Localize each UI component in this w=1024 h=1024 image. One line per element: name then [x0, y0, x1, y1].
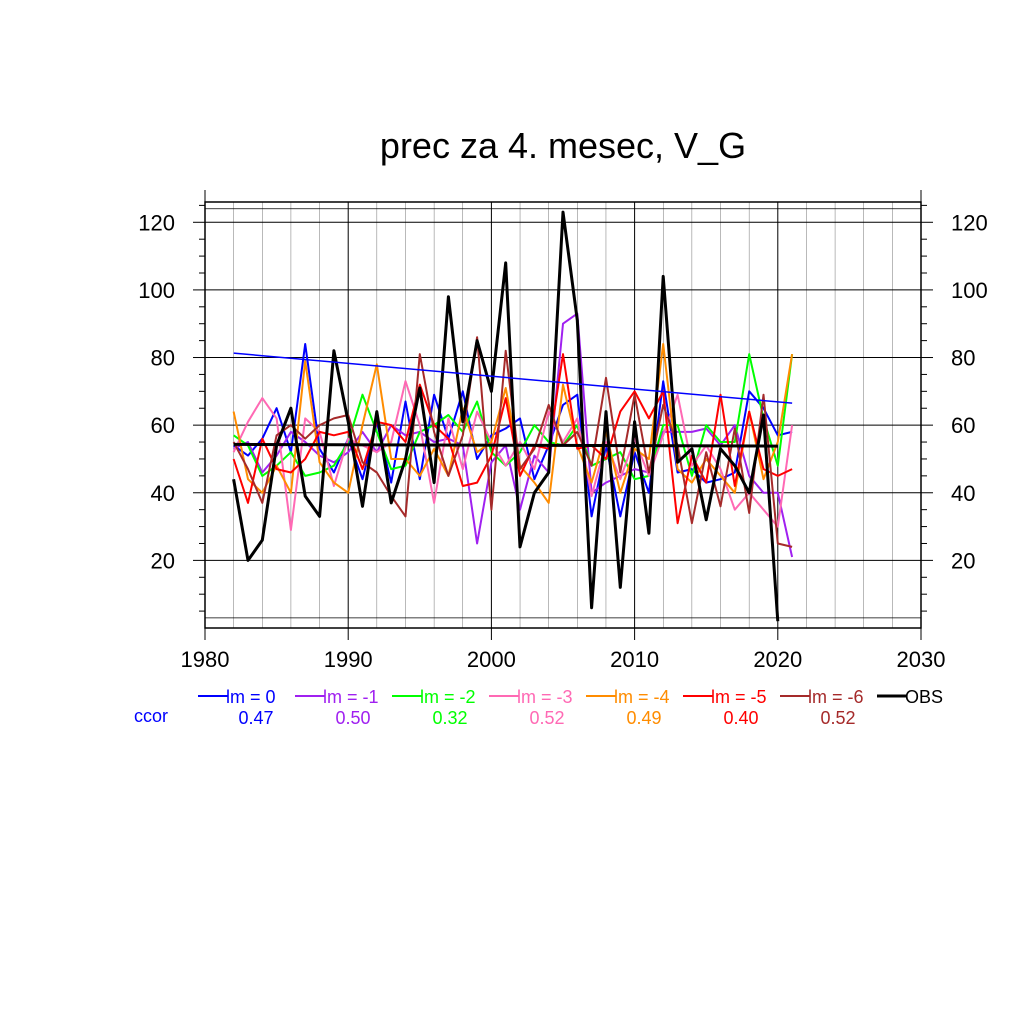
legend-label: OBS: [905, 687, 943, 707]
y-tick-label-left: 40: [151, 481, 175, 506]
y-tick-label-right: 120: [951, 210, 988, 235]
y-tick-label-right: 60: [951, 413, 975, 438]
legend-label: lm = -6: [808, 687, 864, 707]
legend-label: lm = 0: [226, 687, 276, 707]
y-tick-label-left: 120: [138, 210, 175, 235]
legend-ccor-label: ccor: [134, 706, 168, 726]
legend-ccor-value: 0.50: [335, 708, 370, 728]
chart-title: prec za 4. mesec, V_G: [380, 125, 746, 166]
x-tick-label: 1980: [181, 647, 230, 672]
y-tick-label-left: 100: [138, 278, 175, 303]
y-tick-label-left: 80: [151, 346, 175, 371]
y-tick-label-right: 20: [951, 548, 975, 573]
legend-ccor-value: 0.32: [432, 708, 467, 728]
y-tick-label-left: 60: [151, 413, 175, 438]
x-tick-label: 2000: [467, 647, 516, 672]
x-tick-label: 2010: [610, 647, 659, 672]
legend-label: lm = -1: [323, 687, 379, 707]
series-group: [232, 210, 794, 622]
legend-label: lm = -2: [420, 687, 476, 707]
legend-ccor-value: 0.47: [238, 708, 273, 728]
x-tick-label: 2020: [753, 647, 802, 672]
y-tick-label-right: 100: [951, 278, 988, 303]
trend-line: [233, 442, 778, 448]
legend-ccor-value: 0.40: [723, 708, 758, 728]
legend-label: lm = -5: [711, 687, 767, 707]
y-tick-label-left: 20: [151, 548, 175, 573]
trend-line: [233, 352, 793, 404]
series-line: [233, 353, 794, 481]
legend-label: lm = -4: [614, 687, 670, 707]
y-tick-label-right: 80: [951, 346, 975, 371]
y-tick-label-right: 40: [951, 481, 975, 506]
x-tick-label: 2030: [897, 647, 946, 672]
legend-label: lm = -3: [517, 687, 573, 707]
series-line: [232, 210, 780, 622]
x-tick-label: 1990: [324, 647, 373, 672]
legend-ccor-value: 0.52: [820, 708, 855, 728]
legend-ccor-value: 0.52: [529, 708, 564, 728]
legend-ccor-value: 0.49: [626, 708, 661, 728]
series-line: [232, 380, 794, 531]
